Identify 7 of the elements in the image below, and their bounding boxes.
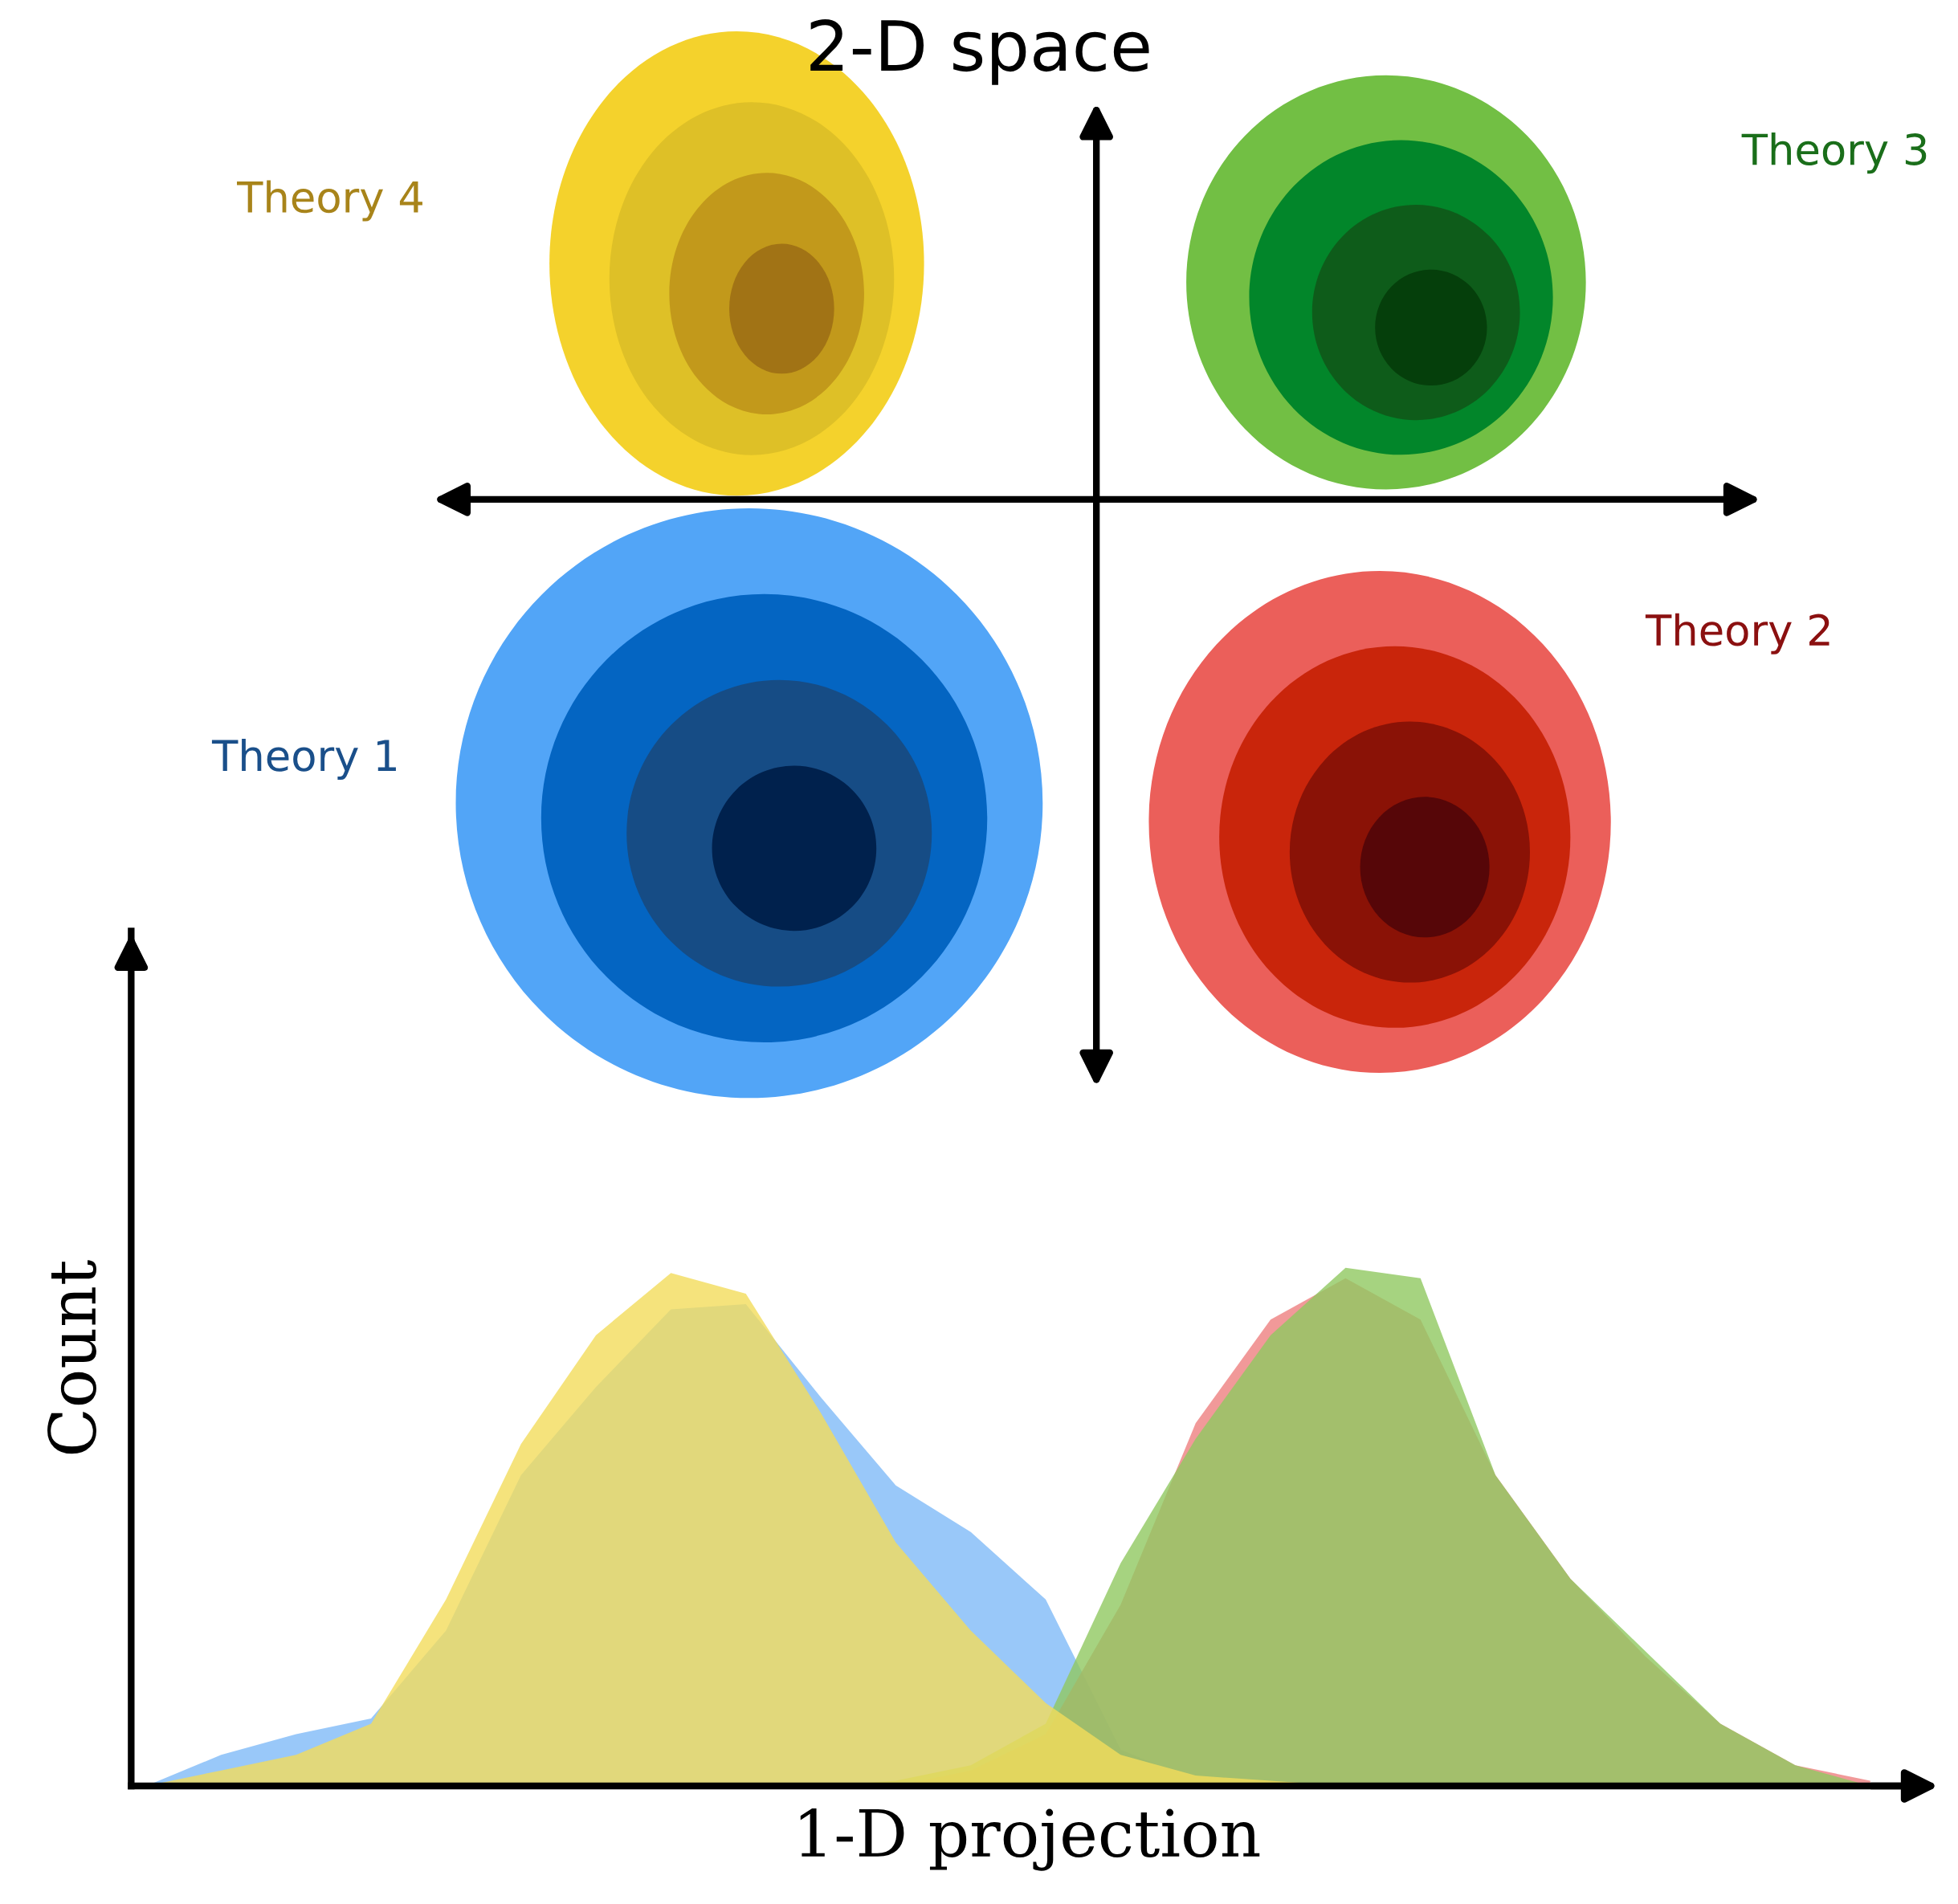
x-axis-title: 1-D projection: [800, 1808, 1260, 1871]
text: Theory 3: [1741, 133, 1927, 174]
text: 2-D space: [810, 19, 1149, 85]
text: Theory 2: [1645, 613, 1830, 654]
text: Theory 1: [211, 738, 396, 780]
text: Theory 4: [237, 180, 422, 222]
y-axis-title: Count: [47, 1260, 96, 1454]
